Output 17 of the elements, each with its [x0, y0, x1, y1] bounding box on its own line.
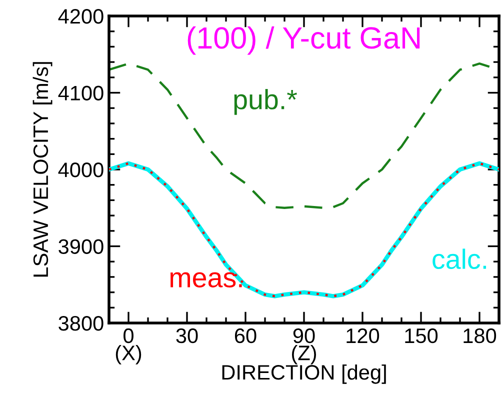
x-tick-label: 30 [176, 328, 198, 344]
x-tick-label: 60 [234, 328, 256, 344]
series-label: calc. [432, 248, 486, 270]
x-tick-label: 90 (Z) [292, 328, 316, 364]
series-label: pub.* [234, 89, 298, 115]
x-tick-label: 150 [405, 328, 438, 344]
x-axis-title: DIRECTION [deg] [222, 364, 386, 384]
y-tick-label: 4100 [58, 86, 104, 101]
y-tick-label: 3800 [58, 316, 104, 331]
x-tick-label: 120 [346, 328, 380, 344]
y-tick-label: 3900 [58, 239, 104, 254]
x-tick-label: 0 (X) [116, 328, 142, 364]
y-tick-label: 4200 [58, 9, 104, 24]
y-tick-label: 4000 [58, 162, 104, 178]
y-axis-title: LSAW VELOCITY [m/s] [32, 62, 52, 277]
chart-title: (100) / Y-cut GaN [188, 26, 420, 55]
x-tick-label: 180 [464, 328, 496, 344]
